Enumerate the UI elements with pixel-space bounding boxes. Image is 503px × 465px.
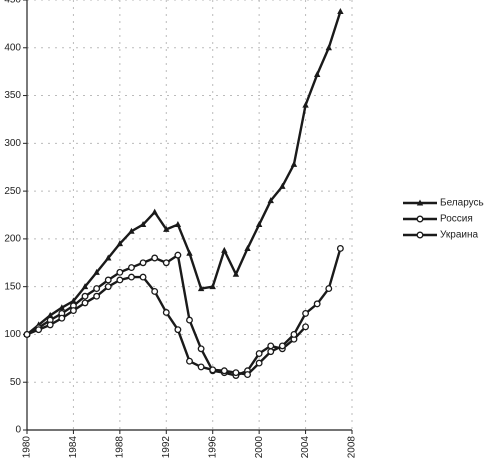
point	[70, 297, 77, 304]
point	[139, 259, 147, 267]
point	[209, 283, 216, 290]
point	[186, 249, 193, 256]
point	[46, 321, 54, 329]
x-tick-label: 1996	[207, 436, 218, 459]
point	[93, 268, 100, 275]
point	[232, 270, 240, 277]
x-tick-label: 1980	[22, 436, 33, 459]
legend-label: Россия	[440, 214, 473, 225]
x-tick-label: 1988	[114, 436, 125, 459]
point	[290, 330, 298, 338]
point	[209, 366, 217, 374]
legend-label: Беларусь	[440, 198, 484, 209]
point	[69, 307, 77, 315]
x-tick-label: 1984	[68, 436, 79, 459]
legend-marker	[416, 199, 424, 206]
point	[278, 342, 286, 350]
point	[105, 254, 112, 261]
point	[174, 326, 182, 334]
y-tick-label: 150	[4, 281, 21, 292]
point	[128, 264, 135, 272]
y-tick-label: 250	[4, 186, 21, 197]
point	[197, 345, 205, 353]
y-tick-label: 100	[4, 329, 21, 340]
point	[81, 292, 89, 300]
point	[279, 182, 286, 189]
x-tick-label: 2000	[254, 436, 265, 459]
point	[58, 314, 66, 322]
y-tick-label: 400	[4, 42, 21, 53]
point	[267, 348, 275, 356]
y-tick-label: 350	[4, 90, 21, 101]
point	[116, 268, 124, 276]
series-line	[26, 11, 342, 336]
point	[232, 369, 240, 377]
point	[116, 240, 124, 247]
legend-label: Украина	[440, 230, 479, 241]
point	[186, 357, 193, 365]
point	[325, 44, 332, 51]
point	[23, 330, 31, 338]
point	[255, 359, 263, 367]
y-tick-label: 200	[4, 234, 21, 245]
point	[313, 71, 321, 78]
x-tick-label: 2008	[347, 436, 358, 459]
point	[174, 221, 182, 228]
point	[93, 292, 101, 300]
legend-marker	[416, 215, 424, 223]
point	[220, 367, 228, 375]
point	[290, 160, 298, 167]
y-tick-label: 300	[4, 138, 21, 149]
point	[151, 287, 159, 295]
point	[151, 254, 159, 262]
point	[336, 244, 344, 252]
point	[104, 283, 112, 291]
point	[337, 7, 344, 14]
legend-marker	[416, 231, 424, 239]
point	[81, 283, 89, 290]
y-tick-label: 0	[15, 425, 21, 436]
point	[162, 259, 170, 267]
point	[186, 316, 193, 324]
point	[81, 299, 89, 307]
point	[104, 276, 112, 284]
point	[244, 244, 251, 251]
point	[162, 309, 170, 316]
point	[244, 371, 251, 379]
point	[325, 285, 333, 293]
point	[313, 300, 321, 308]
point	[128, 273, 135, 281]
point	[197, 285, 205, 292]
series-line	[26, 248, 342, 376]
point	[267, 197, 274, 204]
legend: Беларусь Россия Украина	[403, 198, 484, 241]
x-tick-label: 2004	[300, 436, 311, 459]
point	[58, 304, 66, 311]
point	[255, 350, 263, 358]
point	[197, 363, 205, 371]
point	[139, 273, 147, 281]
point	[163, 225, 170, 232]
point	[255, 221, 263, 228]
point	[139, 221, 147, 228]
point	[151, 208, 158, 215]
point	[302, 101, 309, 108]
point	[221, 246, 228, 253]
point	[174, 251, 182, 259]
point	[93, 285, 101, 293]
x-tick-label: 1992	[161, 436, 172, 459]
point	[35, 326, 43, 334]
point	[302, 323, 310, 331]
point	[302, 309, 310, 317]
point	[47, 311, 54, 318]
y-tick-label: 50	[10, 377, 22, 388]
y-tick-label: 450	[4, 0, 21, 6]
point	[128, 227, 135, 234]
point	[116, 276, 124, 284]
point	[267, 342, 275, 350]
